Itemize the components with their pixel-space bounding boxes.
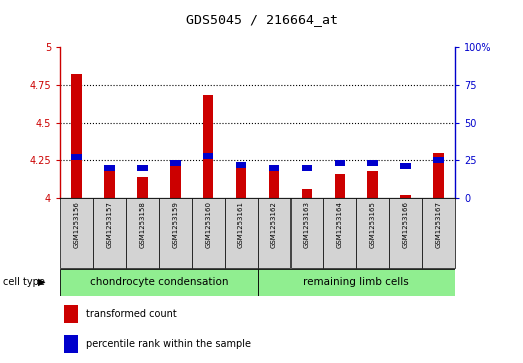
- Text: GSM1253161: GSM1253161: [238, 201, 244, 248]
- Text: remaining limb cells: remaining limb cells: [303, 277, 409, 287]
- FancyBboxPatch shape: [225, 198, 257, 269]
- FancyBboxPatch shape: [258, 269, 455, 296]
- Bar: [433, 157, 444, 163]
- Text: percentile rank within the sample: percentile rank within the sample: [86, 339, 251, 349]
- Text: GSM1253160: GSM1253160: [205, 201, 211, 248]
- Text: GDS5045 / 216664_at: GDS5045 / 216664_at: [186, 13, 337, 26]
- FancyBboxPatch shape: [356, 198, 389, 269]
- FancyBboxPatch shape: [93, 198, 126, 269]
- Bar: [236, 162, 246, 168]
- Bar: [170, 165, 180, 198]
- FancyBboxPatch shape: [126, 198, 159, 269]
- FancyBboxPatch shape: [159, 198, 192, 269]
- Text: cell type: cell type: [3, 277, 44, 287]
- Bar: [368, 160, 378, 166]
- Bar: [137, 165, 147, 171]
- FancyBboxPatch shape: [258, 198, 290, 269]
- Bar: [335, 160, 345, 166]
- Text: GSM1253165: GSM1253165: [370, 201, 376, 248]
- Text: GSM1253158: GSM1253158: [140, 201, 145, 248]
- Text: GSM1253159: GSM1253159: [172, 201, 178, 248]
- Bar: [203, 152, 213, 159]
- FancyBboxPatch shape: [389, 198, 422, 269]
- FancyBboxPatch shape: [291, 198, 323, 269]
- Bar: [433, 153, 444, 198]
- Bar: [71, 74, 82, 198]
- FancyBboxPatch shape: [323, 198, 356, 269]
- Bar: [368, 171, 378, 198]
- Text: GSM1253166: GSM1253166: [403, 201, 408, 248]
- Bar: [64, 305, 78, 322]
- Bar: [302, 189, 312, 198]
- Bar: [269, 171, 279, 198]
- FancyBboxPatch shape: [60, 198, 93, 269]
- FancyBboxPatch shape: [192, 198, 224, 269]
- Bar: [203, 95, 213, 198]
- Text: chondrocyte condensation: chondrocyte condensation: [89, 277, 228, 287]
- Bar: [64, 335, 78, 353]
- Text: GSM1253167: GSM1253167: [436, 201, 441, 248]
- Bar: [170, 160, 180, 166]
- FancyBboxPatch shape: [422, 198, 455, 269]
- Bar: [335, 174, 345, 198]
- Bar: [401, 195, 411, 198]
- Bar: [71, 154, 82, 160]
- Bar: [104, 169, 115, 198]
- Bar: [236, 168, 246, 198]
- Bar: [401, 163, 411, 169]
- Text: GSM1253157: GSM1253157: [107, 201, 112, 248]
- Text: GSM1253156: GSM1253156: [74, 201, 79, 248]
- Text: GSM1253162: GSM1253162: [271, 201, 277, 248]
- Text: GSM1253163: GSM1253163: [304, 201, 310, 248]
- Bar: [104, 165, 115, 171]
- Bar: [137, 177, 147, 198]
- Text: ▶: ▶: [38, 277, 46, 287]
- Bar: [269, 165, 279, 171]
- FancyBboxPatch shape: [60, 269, 257, 296]
- Bar: [302, 165, 312, 171]
- Text: transformed count: transformed count: [86, 309, 177, 319]
- Text: GSM1253164: GSM1253164: [337, 201, 343, 248]
